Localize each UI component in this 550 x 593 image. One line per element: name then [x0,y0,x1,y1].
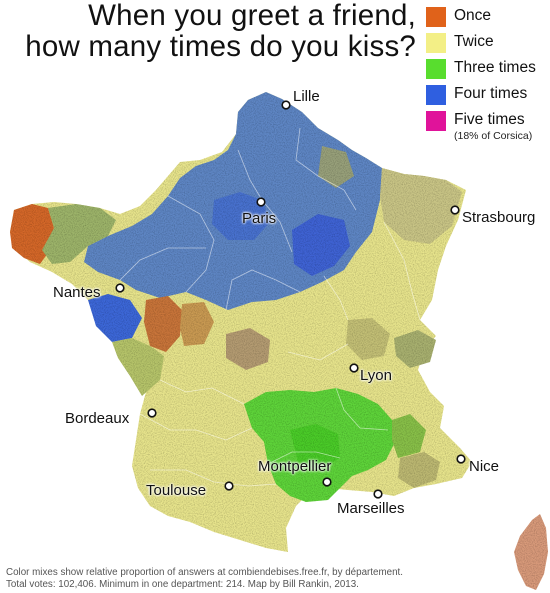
legend-label-twice: Twice [454,33,494,50]
city-marker-lille [281,100,291,110]
city-marker-nantes [115,283,125,293]
region-once-touraine [180,302,214,346]
region-three-times-provence-edge [392,414,426,458]
city-marker-strasbourg [450,205,460,215]
legend-swatch-four-times [426,85,446,105]
region-four-times-dense-nantes [88,294,142,342]
map-title: When you greet a friend, how many times … [6,0,416,62]
city-marker-paris [256,197,266,207]
legend-item-three-times: Three times [426,59,550,85]
region-mix-provence [398,452,440,488]
legend-label-four-times: Four times [454,85,528,102]
legend-note-corsica: (18% of Corsica) [454,130,533,142]
city-label-bordeaux: Bordeaux [65,410,130,427]
city-label-toulouse: Toulouse [146,482,207,499]
legend-item-twice: Twice [426,33,550,59]
city-label-nice: Nice [469,458,500,475]
city-marker-nice [456,454,466,464]
city-label-nantes: Nantes [53,284,101,301]
legend-item-five-times: Five times (18% of Corsica) [426,111,550,151]
city-label-paris: Paris [242,210,277,227]
region-three-times-gard [290,424,340,470]
region-mix-savoie [394,330,436,368]
legend-label-five-times: Five times [454,111,525,128]
region-mix-lorraine [380,168,462,244]
region-four-times-dense-paris [212,192,270,240]
title-line-1: When you greet a friend, [88,0,416,32]
city-label-marseilles: Marseilles [337,500,405,517]
city-marker-toulouse [224,481,234,491]
region-corsica [514,514,548,590]
region-mix-rhone-alpes [346,318,390,360]
city-marker-lyon [349,363,359,373]
region-once-anjou [144,296,182,352]
footer-line-1: Color mixes show relative proportion of … [6,567,403,578]
legend-label-three-times: Three times [454,59,536,76]
city-marker-montpellier [322,477,332,487]
city-markers [115,100,466,499]
region-brittany-mix [42,204,116,264]
city-marker-bordeaux [147,408,157,418]
legend-item-once: Once [426,7,550,33]
city-marker-marseilles [373,489,383,499]
footer-line-2: Total votes: 102,406. Minimum in one dep… [6,579,359,590]
city-label-strasbourg: Strasbourg [462,209,536,226]
region-mix-centre [226,328,270,370]
city-label-montpellier: Montpellier [258,458,332,475]
title-line-2: how many times do you kiss? [25,30,416,63]
legend: Once Twice Three times Four times Five t… [426,7,550,151]
region-mix-poitou [112,338,164,396]
city-label-lyon: Lyon [360,367,392,384]
region-mix-ardennes [318,146,354,188]
legend-swatch-three-times [426,59,446,79]
legend-label-once: Once [454,7,492,24]
legend-swatch-twice [426,33,446,53]
map-footer: Color mixes show relative proportion of … [6,567,546,591]
city-label-lille: Lille [293,88,320,105]
legend-swatch-five-times [426,111,446,131]
legend-item-four-times: Four times [426,85,550,111]
legend-swatch-once [426,7,446,27]
region-four-times-dense-east [292,214,350,276]
